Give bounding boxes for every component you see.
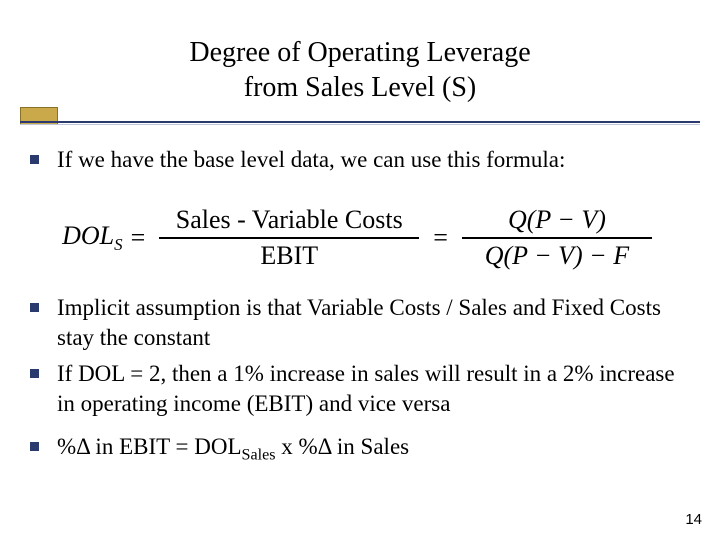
bullet-item: If we have the base level data, we can u… [30, 145, 690, 175]
title-rule [0, 115, 720, 129]
fraction-2: Q(P − V) Q(P − V) − F [462, 203, 652, 273]
title-line-1: Degree of Operating Leverage [0, 35, 720, 70]
frac1-den: EBIT [254, 239, 324, 273]
bullet-icon [30, 442, 39, 451]
formula-lhs-sub: S [114, 235, 122, 254]
bullet-item: %Δ in EBIT = DOLSales x %Δ in Sales [30, 432, 690, 467]
bullet-text: Implicit assumption is that Variable Cos… [57, 293, 690, 353]
equals-2: = [433, 223, 448, 253]
b4-pre: %Δ in EBIT = DOL [57, 434, 242, 459]
bullet-icon [30, 303, 39, 312]
bullet-icon [30, 369, 39, 378]
frac2-den: Q(P − V) − F [479, 239, 635, 273]
equals-1: = [131, 223, 146, 253]
frac1-num: Sales - Variable Costs [170, 203, 409, 237]
dol-formula: DOLS = Sales - Variable Costs EBIT = Q(P… [62, 203, 658, 273]
page-number: 14 [685, 511, 702, 528]
bullet-text: If we have the base level data, we can u… [57, 145, 565, 175]
slide-body: If we have the base level data, we can u… [0, 105, 720, 467]
b4-post: x %Δ in Sales [275, 434, 409, 459]
title-line-2: from Sales Level (S) [0, 70, 720, 105]
rule-dark [20, 121, 700, 123]
formula-block: DOLS = Sales - Variable Costs EBIT = Q(P… [30, 203, 690, 273]
bullet-item: If DOL = 2, then a 1% increase in sales … [30, 359, 690, 419]
bullet-text-formula: %Δ in EBIT = DOLSales x %Δ in Sales [57, 432, 409, 467]
rule-light [20, 124, 700, 125]
formula-lhs: DOLS [62, 221, 122, 255]
fraction-1: Sales - Variable Costs EBIT [159, 203, 419, 273]
slide-title-block: Degree of Operating Leverage from Sales … [0, 0, 720, 105]
formula-lhs-main: DOL [62, 221, 114, 250]
bullet-icon [30, 155, 39, 164]
bullet-text: If DOL = 2, then a 1% increase in sales … [57, 359, 690, 419]
frac2-num: Q(P − V) [502, 203, 612, 237]
bullet-item: Implicit assumption is that Variable Cos… [30, 293, 690, 353]
b4-sub: Sales [242, 447, 276, 464]
